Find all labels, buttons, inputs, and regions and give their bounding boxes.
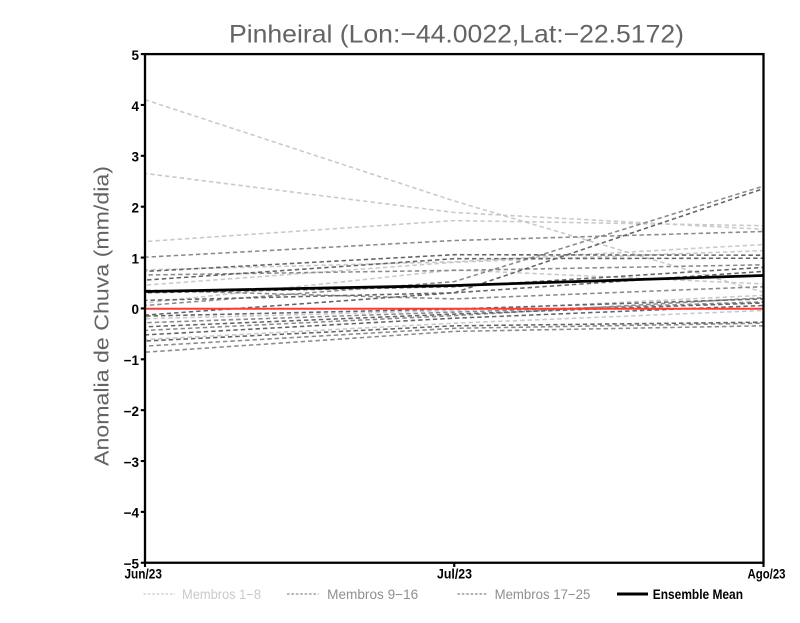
svg-text:0: 0 bbox=[131, 302, 139, 317]
svg-text:−1: −1 bbox=[124, 353, 140, 368]
svg-text:Ensemble Mean: Ensemble Mean bbox=[653, 587, 743, 602]
svg-text:−5: −5 bbox=[124, 557, 140, 572]
svg-text:−2: −2 bbox=[124, 404, 139, 419]
svg-text:2: 2 bbox=[131, 201, 139, 216]
svg-text:−3: −3 bbox=[124, 455, 140, 470]
svg-text:−4: −4 bbox=[124, 506, 140, 521]
svg-text:Anomalia de Chuva (mm/dia): Anomalia de Chuva (mm/dia) bbox=[92, 166, 114, 466]
svg-text:Membros 1−8: Membros 1−8 bbox=[182, 587, 261, 602]
svg-text:5: 5 bbox=[131, 48, 139, 63]
svg-text:4: 4 bbox=[131, 99, 139, 114]
svg-text:Jul/23: Jul/23 bbox=[437, 566, 472, 581]
svg-text:Ago/23: Ago/23 bbox=[748, 566, 786, 581]
svg-text:Jun/23: Jun/23 bbox=[124, 566, 162, 581]
svg-text:Membros 17−25: Membros 17−25 bbox=[495, 587, 591, 602]
svg-text:1: 1 bbox=[131, 251, 139, 266]
svg-text:Membros 9−16: Membros 9−16 bbox=[327, 587, 418, 602]
svg-text:Pinheiral (Lon:−44.0022,Lat:−2: Pinheiral (Lon:−44.0022,Lat:−22.5172) bbox=[229, 21, 684, 49]
svg-text:3: 3 bbox=[131, 150, 139, 165]
